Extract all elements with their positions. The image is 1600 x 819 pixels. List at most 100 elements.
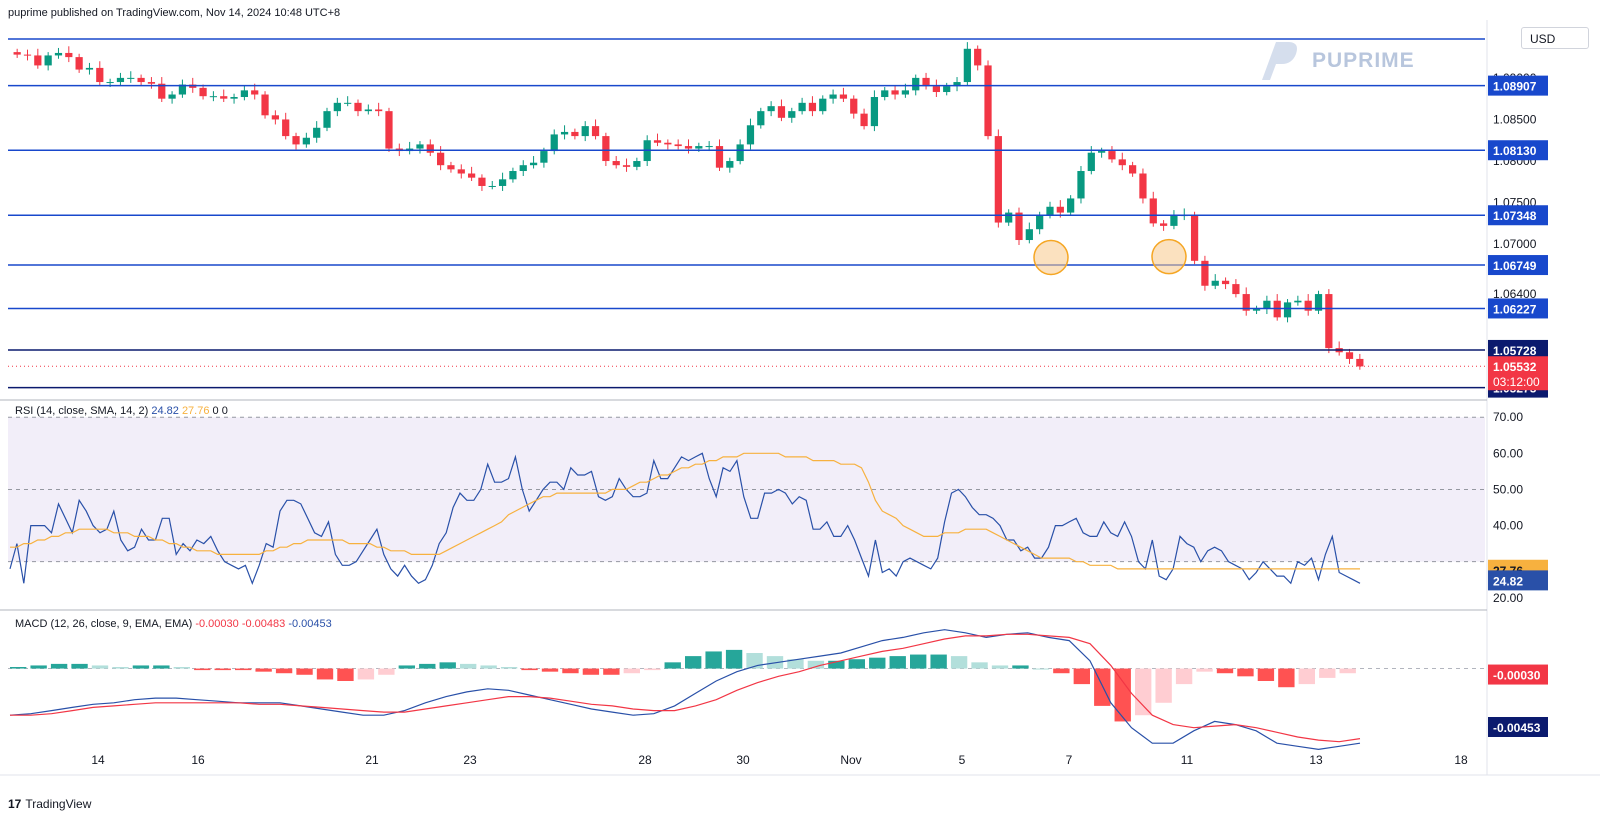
- candle-body: [1077, 171, 1085, 199]
- macd-histogram-bar: [1114, 668, 1131, 722]
- macd-histogram-bar: [173, 667, 190, 669]
- candle: [953, 77, 961, 92]
- candle: [767, 101, 775, 117]
- candle-body: [1201, 260, 1209, 286]
- price-pane[interactable]: 1.090001.085001.080001.075001.070001.064…: [8, 38, 1548, 398]
- candle: [1345, 348, 1354, 364]
- level-price-label: 1.06749: [1493, 259, 1537, 273]
- watermark-text: PUPRIME: [1312, 49, 1415, 72]
- currency-selector[interactable]: USD: [1521, 27, 1589, 49]
- candle: [364, 104, 372, 115]
- candle: [932, 79, 940, 98]
- macd-legend-title: MACD (12, 26, close, 9, EMA, EMA): [15, 618, 195, 630]
- macd-histogram-bar: [582, 668, 600, 675]
- candle-body: [106, 82, 114, 84]
- macd-histogram-bar: [1135, 668, 1152, 716]
- level-price-tag: [1488, 298, 1548, 319]
- candle: [839, 87, 848, 102]
- candle: [1118, 152, 1126, 171]
- candle: [829, 89, 837, 104]
- rsi-tick-label: 70.00: [1493, 410, 1523, 424]
- candle-body: [788, 111, 796, 118]
- candle-body: [116, 77, 125, 83]
- candle-body: [519, 165, 527, 172]
- macd-histogram-bar: [1216, 668, 1234, 674]
- candle: [1190, 211, 1199, 265]
- candle: [65, 46, 73, 63]
- macd-pane[interactable]: MACD (12, 26, close, 9, EMA, EMA) -0.000…: [8, 618, 1548, 751]
- macd-histogram-bar: [153, 665, 170, 669]
- candle-body: [726, 161, 734, 168]
- candle: [1314, 290, 1323, 315]
- candle-body: [994, 136, 1002, 223]
- x-axis-label: 30: [736, 753, 750, 767]
- x-axis-label: 13: [1309, 753, 1323, 767]
- macd-hist-label: -0.00030: [1493, 669, 1541, 683]
- candle-body: [1294, 300, 1302, 303]
- macd-legend-value: -0.00483: [242, 618, 288, 630]
- level-price-tag: [1488, 339, 1548, 360]
- candle: [1335, 341, 1343, 356]
- candle-body: [746, 125, 755, 145]
- candle-body: [385, 111, 393, 149]
- rsi-pane[interactable]: 70.00 60.00 50.00 40.00 20.00 RSI (14, close,…: [8, 405, 1548, 605]
- candle-body: [1211, 280, 1219, 286]
- macd-histogram-bar: [255, 668, 272, 672]
- candle: [457, 164, 465, 179]
- candle-body: [375, 109, 383, 112]
- candle: [385, 107, 393, 152]
- candle-body: [240, 90, 249, 98]
- x-axis-label: 16: [191, 753, 205, 767]
- candle: [684, 139, 693, 154]
- rsi-line: [9, 452, 1361, 585]
- rsi-label: 24.82: [1493, 574, 1523, 588]
- candle: [943, 82, 951, 96]
- candle: [1139, 168, 1147, 204]
- highlight-circle: [1151, 238, 1187, 275]
- candle-body: [13, 52, 21, 55]
- candle: [602, 132, 610, 167]
- candle-body: [426, 144, 434, 153]
- macd-histogram-bar: [1032, 668, 1050, 670]
- candle: [147, 77, 156, 89]
- candle-body: [860, 113, 868, 127]
- macd-histogram-bar: [541, 668, 559, 672]
- candle: [860, 108, 868, 130]
- candle: [447, 161, 455, 173]
- macd-histogram-bar: [787, 659, 804, 669]
- candle: [726, 157, 734, 173]
- candle-body: [178, 84, 187, 95]
- macd-histogram-bar: [971, 662, 988, 669]
- candle-body: [323, 111, 331, 128]
- candle-body: [1190, 215, 1199, 261]
- price-tick-label: 1.06400: [1493, 287, 1537, 301]
- candle-body: [364, 109, 372, 112]
- candle-body: [839, 94, 848, 99]
- rsi-tick-label: 50.00: [1493, 482, 1523, 496]
- candle: [819, 95, 827, 115]
- macd-histogram-bar: [71, 663, 88, 669]
- candle-body: [75, 57, 83, 70]
- candle: [1325, 289, 1333, 354]
- candle-body: [529, 162, 538, 166]
- candle: [478, 174, 486, 191]
- macd-legend-value: -0.00453: [288, 618, 331, 630]
- candle: [581, 121, 589, 142]
- macd-tag: [1488, 717, 1548, 737]
- macd-histogram-bar: [1012, 665, 1029, 669]
- macd-histogram-bar: [50, 663, 68, 669]
- candle: [674, 139, 682, 150]
- macd-histogram-bar: [848, 659, 865, 669]
- candle-body: [901, 90, 910, 95]
- candle: [850, 95, 858, 119]
- candle-body: [344, 102, 352, 104]
- candle-body: [137, 77, 145, 83]
- candle: [354, 99, 362, 117]
- macd-histogram-bar: [1298, 668, 1315, 685]
- candle: [984, 60, 992, 140]
- candle: [1211, 274, 1219, 290]
- macd-histogram-bar: [460, 663, 477, 669]
- candle-body: [1356, 358, 1364, 367]
- candle: [891, 85, 899, 100]
